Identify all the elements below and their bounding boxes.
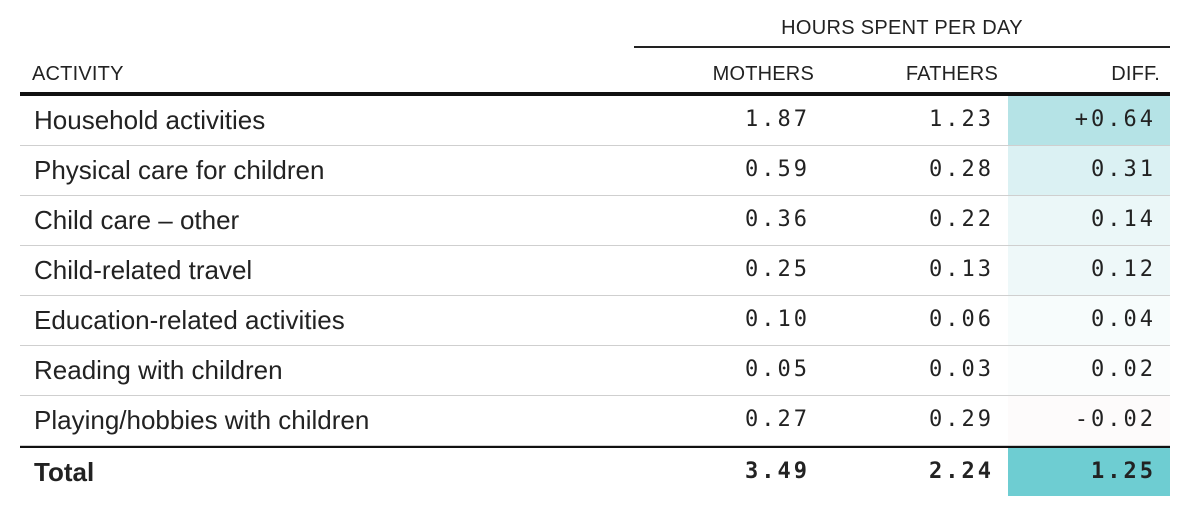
activity-cell: Playing/hobbies with children xyxy=(34,405,370,435)
total-fathers-cell: 2.24 xyxy=(929,459,994,484)
diff-cell: 0.12 xyxy=(1091,257,1156,282)
table-row: Child care – other 0.36 0.22 0.14 xyxy=(20,196,1170,246)
diff-cell: 0.02 xyxy=(1091,357,1156,382)
table-row: Child-related travel 0.25 0.13 0.12 xyxy=(20,246,1170,296)
mothers-cell: 0.36 xyxy=(745,207,810,232)
activity-cell: Physical care for children xyxy=(34,155,325,185)
column-header-row: ACTIVITY MOTHERS FATHERS DIFF. xyxy=(20,48,1170,96)
mothers-cell: 1.87 xyxy=(745,107,810,132)
table-row: Household activities 1.87 1.23 +0.64 xyxy=(20,96,1170,146)
diff-shading xyxy=(1008,146,1170,195)
column-header-activity: ACTIVITY xyxy=(32,63,124,85)
activity-cell: Child care – other xyxy=(34,205,240,235)
table-row: Playing/hobbies with children 0.27 0.29 … xyxy=(20,396,1170,446)
diff-shading-total xyxy=(1008,448,1170,496)
diff-cell: 0.31 xyxy=(1091,157,1156,182)
activity-cell: Child-related travel xyxy=(34,255,253,285)
diff-shading xyxy=(1008,346,1170,395)
total-row: Total 3.49 2.24 1.25 xyxy=(20,446,1170,496)
fathers-cell: 0.03 xyxy=(929,357,994,382)
activity-cell: Reading with children xyxy=(34,355,283,385)
fathers-cell: 0.28 xyxy=(929,157,994,182)
diff-shading xyxy=(1008,296,1170,345)
fathers-cell: 1.23 xyxy=(929,107,994,132)
diff-cell: -0.02 xyxy=(1074,407,1156,432)
fathers-cell: 0.13 xyxy=(929,257,994,282)
total-label: Total xyxy=(34,457,95,487)
column-header-fathers: FATHERS xyxy=(905,63,998,85)
diff-shading xyxy=(1008,196,1170,245)
group-header-hours-per-day: HOURS SPENT PER DAY xyxy=(634,0,1170,48)
table-row: Physical care for children 0.59 0.28 0.3… xyxy=(20,146,1170,196)
diff-cell: 0.04 xyxy=(1091,307,1156,332)
fathers-cell: 0.22 xyxy=(929,207,994,232)
table-row: Reading with children 0.05 0.03 0.02 xyxy=(20,346,1170,396)
column-header-diff: DIFF. xyxy=(1111,63,1160,85)
diff-shading xyxy=(1008,396,1170,445)
activity-cell: Household activities xyxy=(34,105,266,135)
table-row: Education-related activities 0.10 0.06 0… xyxy=(20,296,1170,346)
mothers-cell: 0.59 xyxy=(745,157,810,182)
mothers-cell: 0.10 xyxy=(745,307,810,332)
total-mothers-cell: 3.49 xyxy=(745,459,810,484)
total-diff-cell: 1.25 xyxy=(1091,459,1156,484)
fathers-cell: 0.06 xyxy=(929,307,994,332)
activity-cell: Education-related activities xyxy=(34,305,345,335)
mothers-cell: 0.05 xyxy=(745,357,810,382)
diff-cell: +0.64 xyxy=(1074,107,1156,132)
diff-shading xyxy=(1008,96,1170,145)
mothers-cell: 0.27 xyxy=(745,407,810,432)
diff-cell: 0.14 xyxy=(1091,207,1156,232)
mothers-cell: 0.25 xyxy=(745,257,810,282)
column-header-mothers: MOTHERS xyxy=(712,63,814,85)
diff-shading xyxy=(1008,246,1170,295)
fathers-cell: 0.29 xyxy=(929,407,994,432)
